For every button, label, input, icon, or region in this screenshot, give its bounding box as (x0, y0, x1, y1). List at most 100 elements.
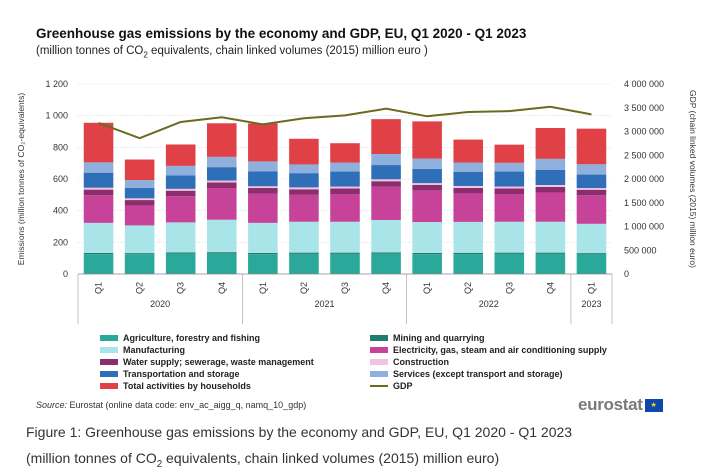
y2-tick-label: 0 (624, 269, 629, 279)
bar-segment (248, 254, 278, 274)
legend-swatch (100, 358, 118, 365)
bar-segment (412, 158, 442, 169)
bar-segment (576, 223, 607, 254)
bar-segment (576, 174, 607, 189)
bar-segment (371, 165, 401, 180)
bar-segment (453, 193, 484, 222)
y2-tick-label: 3 500 000 (624, 103, 664, 113)
bar-segment (412, 121, 442, 159)
eurostat-logo: eurostat ★ (578, 395, 663, 415)
x-tick-label: Q1 (94, 282, 104, 294)
bar-segment (494, 253, 525, 274)
bar-segment (330, 188, 360, 195)
legend-label: Transportation and storage (123, 368, 240, 379)
bar-segment (453, 185, 484, 188)
caption-part-2: equivalents, chain linked volumes (2015)… (162, 450, 500, 466)
bar-segment (371, 153, 401, 166)
legend-item: Total activities by households (100, 380, 370, 391)
bar-segment (330, 221, 360, 253)
legend-item: Manufacturing (100, 344, 370, 355)
chart-subtitle: (million tonnes of CO2 equivalents, chai… (36, 45, 428, 59)
chart-legend: Agriculture, forestry and fishing Mining … (100, 332, 640, 391)
x-tick-label: Q4 (381, 282, 391, 294)
bar-segment (206, 180, 237, 183)
y2-tick-label: 1 000 000 (624, 222, 664, 232)
bar-segment (124, 159, 155, 181)
bar-segment (165, 253, 196, 274)
legend-item: Water supply; sewerage, waste management (100, 356, 370, 367)
year-label: 2022 (479, 299, 499, 309)
bar-segment (330, 186, 360, 189)
bar-segment (289, 252, 319, 254)
source-text: Eurostat (online data code: env_ac_aigg_… (67, 400, 307, 410)
figure-caption-units: (million tonnes of CO2 equivalents, chai… (26, 450, 499, 470)
bar-segment (206, 219, 237, 253)
bar-segment (412, 190, 442, 223)
gdp-line (98, 105, 592, 140)
bar-segment (289, 189, 319, 195)
y2-tick-label: 2 000 000 (624, 174, 664, 184)
bar-segment (494, 144, 525, 163)
bar-segment (371, 181, 401, 187)
year-label: 2023 (581, 299, 601, 309)
bar-segment (165, 144, 196, 166)
legend-item: Mining and quarrying (370, 332, 640, 343)
bar-segment (206, 167, 237, 181)
bar-segment (453, 139, 484, 163)
y-tick-label: 0 (63, 269, 68, 279)
legend-swatch (370, 358, 388, 365)
bar-segment (535, 185, 566, 187)
bar-segment (494, 162, 525, 172)
bar-segment (83, 162, 114, 173)
legend-label: Services (except transport and storage) (393, 368, 563, 379)
legend-swatch (370, 384, 388, 387)
x-tick-label: Q2 (135, 282, 145, 294)
bar-segment (576, 254, 607, 274)
bar-segment (83, 187, 114, 190)
bar-segment (535, 186, 566, 193)
legend-swatch (370, 334, 388, 341)
bar-segment (83, 252, 114, 255)
bar-segment (576, 195, 607, 224)
bar-segment (206, 156, 237, 168)
legend-item: Agriculture, forestry and fishing (100, 332, 370, 343)
x-tick-label: Q4 (217, 282, 227, 294)
bar-segment (248, 193, 278, 223)
legend-label: Total activities by households (123, 380, 251, 391)
bar-segment (289, 164, 319, 174)
bar-segment (412, 184, 442, 191)
bar-segment (494, 221, 525, 253)
bar-segment (576, 189, 607, 196)
bar-segment (494, 186, 525, 189)
legend-label: Mining and quarrying (393, 332, 485, 343)
x-tick-label: Q3 (340, 282, 350, 294)
bar-segment (494, 194, 525, 222)
logo-text: eurostat (578, 395, 643, 414)
bar-segment (83, 254, 114, 274)
bar-segment (453, 162, 484, 172)
bar-segment (412, 168, 442, 184)
bar-segment (124, 254, 155, 274)
bar-segment (330, 143, 360, 163)
y2-tick-label: 500 000 (624, 245, 657, 255)
bar-segment (412, 222, 442, 253)
bar-segment (576, 253, 607, 255)
legend-label: Construction (393, 356, 449, 367)
bar-segment (453, 252, 484, 255)
bar-segment (206, 182, 237, 189)
bar-segment (83, 189, 114, 196)
legend-swatch (370, 370, 388, 377)
bar-segment (330, 194, 360, 222)
y2-tick-label: 3 000 000 (624, 127, 664, 137)
bar-segment (206, 188, 237, 220)
bar-segment (206, 252, 237, 254)
bar-segment (494, 171, 525, 187)
bar-segment (165, 196, 196, 223)
y-tick-label: 1 200 (45, 79, 68, 89)
bar-segment (453, 221, 484, 253)
x-tick-label: Q2 (463, 282, 473, 294)
y2-tick-label: 2 500 000 (624, 150, 664, 160)
legend-item: GDP (370, 380, 640, 391)
bar-segment (289, 194, 319, 222)
bar-segment (576, 164, 607, 175)
